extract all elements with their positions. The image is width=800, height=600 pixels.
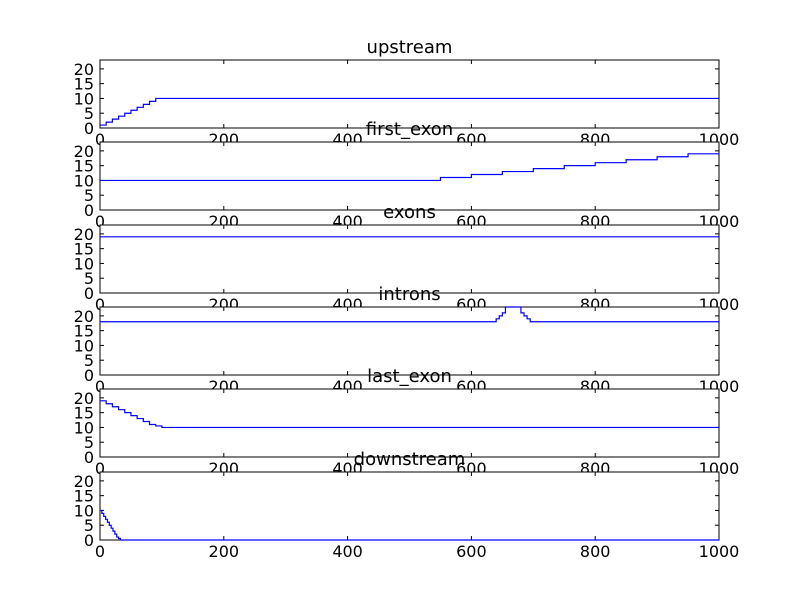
y-tick-label: 15 — [74, 240, 94, 259]
y-tick-label: 15 — [74, 487, 94, 506]
y-tick-label: 20 — [74, 225, 94, 244]
x-tick-label: 400 — [332, 542, 363, 561]
series-line — [100, 509, 719, 541]
y-tick-label: 5 — [84, 104, 94, 123]
y-tick-label: 10 — [74, 336, 94, 355]
y-tick-label: 15 — [74, 404, 94, 423]
y-tick-label: 10 — [74, 418, 94, 437]
y-tick-label: 0 — [84, 531, 94, 550]
y-tick-label: 0 — [84, 448, 94, 467]
subplot-title: last_exon — [367, 366, 452, 387]
y-tick-label: 10 — [74, 501, 94, 520]
plot-frame — [99, 224, 720, 294]
subplot-title: exons — [383, 202, 436, 223]
x-tick-label: 200 — [209, 542, 240, 561]
y-tick-label: 5 — [84, 516, 94, 535]
series-line — [100, 97, 719, 126]
y-tick-label: 10 — [74, 89, 94, 108]
series-line — [100, 400, 719, 429]
x-tick-label: 0 — [95, 377, 105, 396]
y-tick-label: 10 — [74, 254, 94, 273]
x-tick-label: 0 — [95, 459, 105, 478]
y-tick-label: 0 — [84, 201, 94, 220]
plot-frame — [99, 388, 720, 458]
series-line — [100, 153, 719, 182]
y-tick-label: 0 — [84, 119, 94, 138]
y-tick-label: 20 — [74, 142, 94, 161]
y-tick-label: 15 — [74, 322, 94, 341]
y-tick-label: 15 — [74, 75, 94, 94]
plot-frame — [99, 141, 720, 211]
y-tick-label: 20 — [74, 60, 94, 79]
plot-frame — [99, 59, 720, 129]
x-tick-label: 600 — [456, 542, 487, 561]
y-tick-label: 20 — [74, 389, 94, 408]
subplot-title: first_exon — [366, 119, 453, 140]
y-tick-label: 5 — [84, 433, 94, 452]
y-tick-label: 5 — [84, 186, 94, 205]
plot-frame — [99, 471, 720, 541]
subplot-title: introns — [378, 284, 440, 305]
y-tick-label: 0 — [84, 366, 94, 385]
subplot-title: downstream — [354, 449, 466, 470]
series-line — [100, 306, 719, 323]
y-tick-label: 5 — [84, 351, 94, 370]
subplot-title: upstream — [367, 37, 453, 58]
x-tick-label: 0 — [95, 542, 105, 561]
plot-frame — [99, 306, 720, 376]
y-tick-label: 5 — [84, 269, 94, 288]
y-tick-label: 15 — [74, 157, 94, 176]
x-tick-label: 0 — [95, 130, 105, 149]
x-tick-label: 800 — [580, 542, 611, 561]
y-tick-label: 0 — [84, 284, 94, 303]
y-tick-label: 20 — [74, 307, 94, 326]
x-tick-label: 0 — [95, 212, 105, 231]
y-tick-label: 10 — [74, 171, 94, 190]
y-tick-label: 20 — [74, 472, 94, 491]
x-tick-label: 1000 — [699, 542, 740, 561]
x-tick-label: 0 — [95, 295, 105, 314]
